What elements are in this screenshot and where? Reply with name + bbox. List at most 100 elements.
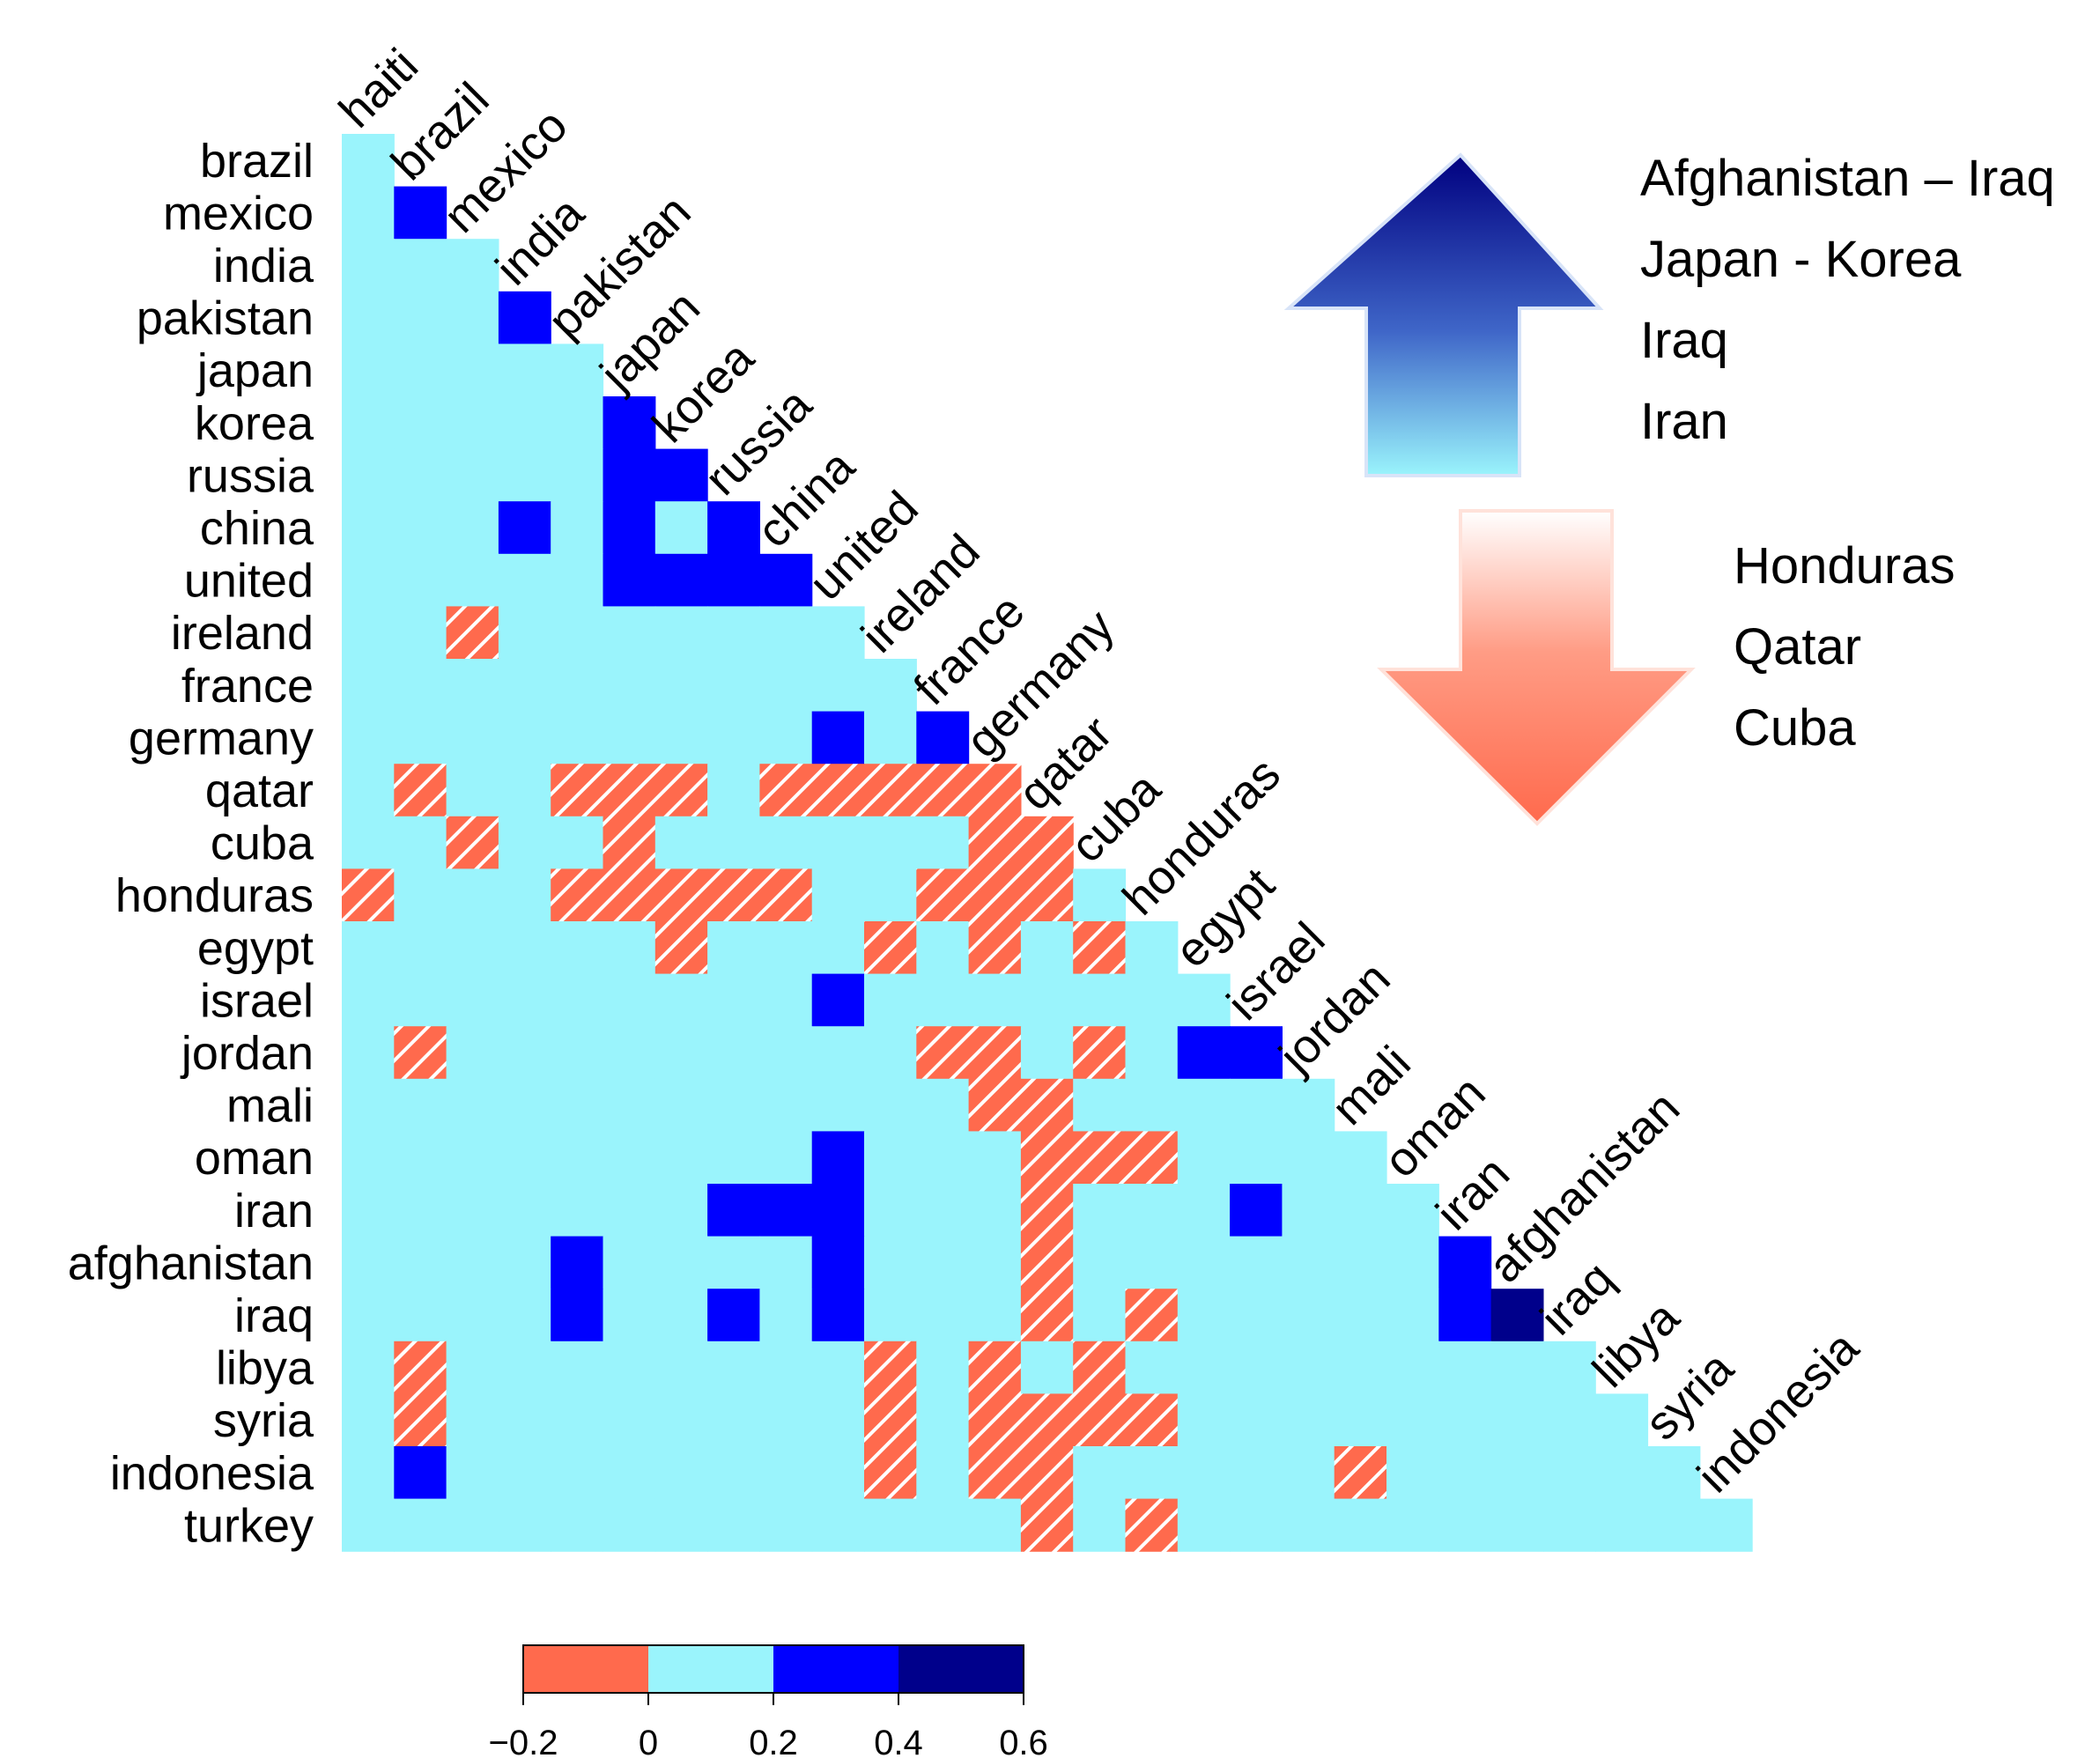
heatmap-cell-cuba-france bbox=[916, 816, 970, 869]
row-label-iran: iran bbox=[234, 1185, 314, 1237]
heatmap-cell-iraq-ireland bbox=[864, 1289, 917, 1342]
heatmap-cell-libya-korea bbox=[654, 1341, 708, 1394]
heatmap-cell-germany-russia bbox=[707, 711, 760, 765]
heatmap-cell-turkey-honduras bbox=[1125, 1498, 1179, 1552]
heatmap-cell-iran-qatar bbox=[1020, 1184, 1074, 1237]
heatmap-cell-israel-japan bbox=[603, 973, 656, 1027]
heatmap-cell-iraq-korea bbox=[654, 1289, 708, 1342]
heatmap-cell-syria-russia bbox=[707, 1393, 760, 1447]
heatmap-cell-indonesia-mexico bbox=[446, 1446, 499, 1500]
heatmap-cell-france-haiti bbox=[342, 659, 395, 713]
heatmap-cell-syria-brazil bbox=[394, 1393, 447, 1447]
heatmap-cell-mali-india bbox=[498, 1078, 551, 1132]
heatmap-cell-pakistan-india bbox=[498, 291, 551, 344]
heatmap-cell-germany-brazil bbox=[394, 711, 447, 765]
heatmap-cell-libya-haiti bbox=[342, 1341, 395, 1394]
heatmap-cell-oman-cuba bbox=[1073, 1131, 1127, 1185]
heatmap-cell-syria-india bbox=[498, 1393, 551, 1447]
heatmap-cell-libya-ireland bbox=[864, 1341, 917, 1394]
colorbar-tick-label-0: −0.2 bbox=[489, 1724, 558, 1758]
up-arrow-label-0: Afghanistan – Iraq bbox=[1640, 150, 2055, 207]
heatmap-cell-afghanistan-india bbox=[498, 1236, 551, 1289]
row-label-cuba: cuba bbox=[211, 817, 314, 870]
heatmap-cell-turkey-egypt bbox=[1177, 1498, 1231, 1552]
row-label-china: china bbox=[200, 502, 314, 555]
heatmap-cell-afghanistan-oman bbox=[1386, 1236, 1439, 1289]
heatmap-cell-syria-germany bbox=[968, 1393, 1022, 1447]
heatmap-cell-egypt-ireland bbox=[864, 921, 917, 975]
heatmap-cell-israel-united bbox=[811, 973, 865, 1027]
heatmap-cell-libya-china bbox=[759, 1341, 813, 1394]
heatmap-cell-turkey-pakistan bbox=[551, 1498, 604, 1552]
heatmap-cell-syria-iraq bbox=[1542, 1393, 1596, 1447]
heatmap-cell-afghanistan-france bbox=[916, 1236, 970, 1289]
heatmap-cell-israel-india bbox=[498, 973, 551, 1027]
heatmap-cell-oman-qatar bbox=[1020, 1131, 1074, 1185]
heatmap-cell-qatar-brazil bbox=[394, 764, 447, 817]
heatmap-cell-pakistan-brazil bbox=[394, 291, 447, 344]
heatmap-cell-mali-korea bbox=[654, 1078, 708, 1132]
heatmap-cell-syria-mexico bbox=[446, 1393, 499, 1447]
down-arrow-label-0: Honduras bbox=[1734, 537, 1955, 595]
heatmap-cell-qatar-russia bbox=[707, 764, 760, 817]
heatmap-cell-egypt-japan bbox=[603, 921, 656, 975]
heatmap-cell-libya-mali bbox=[1334, 1341, 1387, 1394]
heatmap-cell-qatar-germany bbox=[968, 764, 1022, 817]
heatmap-cell-iran-haiti bbox=[342, 1184, 395, 1237]
heatmap-cell-china-brazil bbox=[394, 501, 447, 555]
heatmap-cell-qatar-haiti bbox=[342, 764, 395, 817]
row-label-iraq: iraq bbox=[234, 1289, 314, 1342]
heatmap-cell-germany-pakistan bbox=[551, 711, 604, 765]
heatmap-cell-korea-haiti bbox=[342, 396, 395, 450]
heatmap-cell-israel-russia bbox=[707, 973, 760, 1027]
heatmap-cell-syria-qatar bbox=[1020, 1393, 1074, 1447]
heatmap-cell-ireland-mexico bbox=[446, 606, 499, 660]
heatmap-cell-libya-honduras bbox=[1125, 1341, 1179, 1394]
heatmap-cell-syria-oman bbox=[1386, 1393, 1439, 1447]
heatmap-cell-honduras-russia bbox=[707, 868, 760, 922]
heatmap-cell-iran-jordan bbox=[1282, 1184, 1335, 1237]
heatmap-cell-russia-mexico bbox=[446, 448, 499, 502]
heatmap-cell-libya-cuba bbox=[1073, 1341, 1127, 1394]
heatmap-cell-japan-mexico bbox=[446, 343, 499, 397]
heatmap-cell-oman-mali bbox=[1334, 1131, 1387, 1185]
heatmap-cell-united-haiti bbox=[342, 553, 395, 607]
heatmap-cell-indonesia-united bbox=[811, 1446, 865, 1500]
heatmap-cell-iran-united bbox=[811, 1184, 865, 1237]
row-label-russia: russia bbox=[187, 449, 314, 502]
heatmap-cell-libya-oman bbox=[1386, 1341, 1439, 1394]
heatmap-cell-jordan-united bbox=[811, 1026, 865, 1080]
heatmap-cell-jordan-cuba bbox=[1073, 1026, 1127, 1080]
heatmap-cell-ireland-korea bbox=[654, 606, 708, 660]
heatmap-cell-syria-egypt bbox=[1177, 1393, 1231, 1447]
down-arrow-label-1: Qatar bbox=[1734, 618, 1861, 676]
heatmap-cell-turkey-cuba bbox=[1073, 1498, 1127, 1552]
heatmap-cell-iran-egypt bbox=[1177, 1184, 1231, 1237]
heatmap-cell-ireland-pakistan bbox=[551, 606, 604, 660]
heatmap-cell-france-china bbox=[759, 659, 813, 713]
heatmap-cell-mali-haiti bbox=[342, 1078, 395, 1132]
heatmap-cell-iran-cuba bbox=[1073, 1184, 1127, 1237]
heatmap-cell-afghanistan-mali bbox=[1334, 1236, 1387, 1289]
heatmap-cell-indonesia-egypt bbox=[1177, 1446, 1231, 1500]
heatmap-cell-china-japan bbox=[603, 501, 656, 555]
heatmap-cell-ireland-russia bbox=[707, 606, 760, 660]
heatmap-cell-afghanistan-brazil bbox=[394, 1236, 447, 1289]
down-arrow-icon bbox=[1377, 509, 1696, 826]
row-label-libya: libya bbox=[216, 1342, 314, 1395]
heatmap-cell-iran-china bbox=[759, 1184, 813, 1237]
heatmap-cell-china-pakistan bbox=[551, 501, 604, 555]
heatmap-cell-israel-france bbox=[916, 973, 970, 1027]
heatmap-cell-afghanistan-germany bbox=[968, 1236, 1022, 1289]
heatmap-cell-turkey-germany bbox=[968, 1498, 1022, 1552]
heatmap-cell-libya-mexico bbox=[446, 1341, 499, 1394]
heatmap-cell-united-pakistan bbox=[551, 553, 604, 607]
heatmap-cell-indonesia-israel bbox=[1230, 1446, 1283, 1500]
heatmap-cell-indonesia-afghanistan bbox=[1490, 1446, 1544, 1500]
heatmap-cell-syria-japan bbox=[603, 1393, 656, 1447]
heatmap-cell-libya-united bbox=[811, 1341, 865, 1394]
heatmap-cell-china-russia bbox=[707, 501, 760, 555]
heatmap-cell-iraq-cuba bbox=[1073, 1289, 1127, 1342]
row-label-india: india bbox=[213, 240, 314, 292]
heatmap-cell-egypt-mexico bbox=[446, 921, 499, 975]
